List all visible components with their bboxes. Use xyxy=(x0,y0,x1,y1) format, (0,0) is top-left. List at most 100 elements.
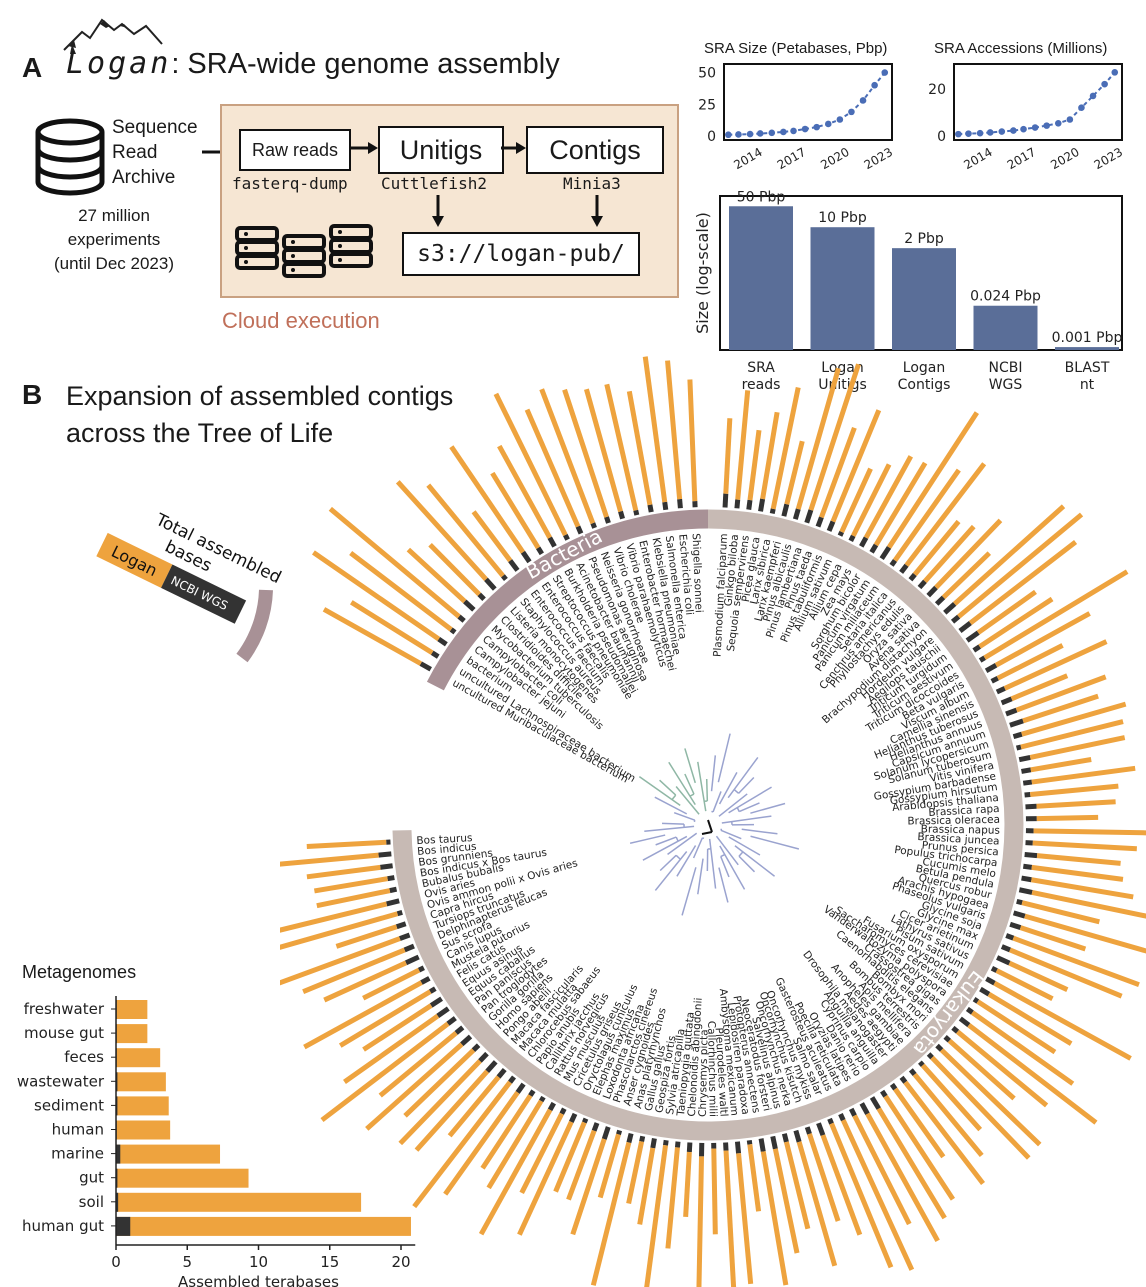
logan-radial-bar xyxy=(302,947,406,995)
logan-radial-bar xyxy=(403,1048,476,1118)
bar-category-label: Logan xyxy=(903,360,945,376)
logan-radial-bar xyxy=(886,411,979,549)
ncbi-radial-bar xyxy=(436,1006,450,1019)
logan-radial-bar xyxy=(626,390,653,506)
bar-category-label: nt xyxy=(1080,377,1095,393)
ncbi-radial-bar xyxy=(674,1141,681,1148)
logan-radial-bar xyxy=(306,864,381,880)
ncbi-radial-bar xyxy=(746,499,753,510)
ncbi-radial-bar xyxy=(520,550,532,564)
ncbi-radial-bar xyxy=(437,636,448,647)
logan-radial-bar xyxy=(939,1048,1042,1147)
sra-label: Sequence Read Archive xyxy=(112,115,198,190)
logan-radial-bar xyxy=(772,1148,800,1254)
data-point xyxy=(1101,80,1108,88)
logan-radial-bar xyxy=(770,386,801,510)
ncbi-radial-bar xyxy=(590,522,597,529)
tree-branch xyxy=(642,835,688,861)
logan-radial-bar xyxy=(1032,840,1137,852)
bar xyxy=(892,248,956,350)
ncbi-radial-bar xyxy=(569,1112,578,1124)
ncbi-radial-bar xyxy=(889,558,898,567)
ncbi-radial-bar xyxy=(1015,744,1022,751)
tree-branch xyxy=(684,773,695,795)
ncbi-radial-bar xyxy=(378,851,392,858)
logan-radial-bar xyxy=(642,356,668,503)
logan-radial-bar xyxy=(378,1030,458,1098)
logan-radial-bar xyxy=(819,426,857,519)
logan-bar xyxy=(116,1048,161,1068)
logan-radial-bar xyxy=(830,409,882,523)
ncbi-radial-bar xyxy=(508,1075,517,1084)
bar xyxy=(973,305,1038,350)
logan-radial-bar xyxy=(349,550,453,632)
ncbi-radial-bar xyxy=(869,1096,881,1110)
tree-branch xyxy=(708,838,717,889)
species-label: Bos indicus xyxy=(417,841,477,858)
ncbi-radial-bar xyxy=(934,595,946,606)
panel-a-title: Logan: SRA-wide genome assembly xyxy=(66,46,560,81)
logan-radial-bar xyxy=(428,542,482,597)
legend-arc xyxy=(236,589,273,663)
ncbi-radial-bar xyxy=(926,1052,934,1060)
logan-radial-bar xyxy=(957,512,1084,619)
ncbi-radial-bar xyxy=(677,498,683,509)
logan-radial-bar xyxy=(952,504,1066,606)
y-axis-label: Size (log-scale) xyxy=(693,212,712,334)
ncbi-radial-bar xyxy=(463,599,476,612)
bar-category-label: Contigs xyxy=(898,377,951,393)
species-label: Bos taurus xyxy=(416,832,473,847)
logan-radial-bar xyxy=(480,1094,533,1170)
ncbi-radial-bar xyxy=(990,965,998,973)
ncbi-radial-bar xyxy=(972,644,982,653)
ncbi-radial-bar xyxy=(935,1043,944,1052)
ncbi-radial-bar xyxy=(575,525,584,535)
x-tick-label: 20 xyxy=(391,1253,410,1271)
ncbi-radial-bar xyxy=(528,1089,536,1097)
tree-branch xyxy=(675,836,679,842)
ncbi-radial-bar xyxy=(838,1113,846,1122)
logan-radial-bar xyxy=(852,1114,912,1226)
species-label: Brassica juncea xyxy=(917,831,1000,848)
bar xyxy=(1055,347,1119,350)
logan-radial-bar xyxy=(983,569,1129,660)
panel-a-title-text: : SRA-wide genome assembly xyxy=(171,48,560,80)
logan-mountain-logo xyxy=(63,18,163,54)
ncbi-radial-bar xyxy=(758,1138,766,1152)
logan-radial-bar xyxy=(303,980,423,1050)
ncbi-radial-bar xyxy=(1018,887,1033,895)
logan-radial-bar xyxy=(1019,925,1087,952)
bar-value-label: 50 Pbp xyxy=(737,190,786,205)
ncbi-radial-bar xyxy=(985,976,996,986)
logan-radial-bar xyxy=(365,1042,464,1131)
tree-branch xyxy=(654,796,688,815)
category-label: soil xyxy=(79,1193,104,1211)
ncbi-radial-bar xyxy=(417,965,425,973)
sra-accessions-title: SRA Accessions (Millions) xyxy=(934,40,1108,57)
category-label: human gut xyxy=(22,1217,104,1235)
sra-label-line1: Sequence xyxy=(112,117,198,138)
x-tick-label: 2020 xyxy=(1048,145,1081,172)
ncbi-radial-bar xyxy=(591,1122,600,1132)
data-point xyxy=(998,128,1006,135)
ncbi-radial-bar xyxy=(539,1095,546,1103)
category-label: sediment xyxy=(34,1096,104,1114)
logan-radial-bar xyxy=(976,999,1057,1055)
logan-radial-bar xyxy=(1022,693,1099,724)
logan-radial-bar xyxy=(1003,639,1108,691)
logan-radial-bar xyxy=(851,463,892,537)
bar-category-label: BLAST xyxy=(1065,360,1110,376)
logan-radial-bar xyxy=(968,540,1078,625)
tree-branch xyxy=(681,867,697,916)
logan-radial-bar xyxy=(976,589,1037,635)
ncbi-radial-bar xyxy=(500,574,508,582)
logan-radial-bar xyxy=(490,471,541,550)
logan-bar xyxy=(116,1120,171,1140)
logan-radial-bar xyxy=(863,455,913,539)
ncbi-radial-bar xyxy=(1025,803,1037,810)
logan-radial-bar xyxy=(524,408,581,528)
data-point xyxy=(976,129,984,137)
logan-radial-bar xyxy=(711,1148,718,1235)
ncbi-radial-bar xyxy=(563,533,570,541)
data-point xyxy=(1078,104,1085,112)
